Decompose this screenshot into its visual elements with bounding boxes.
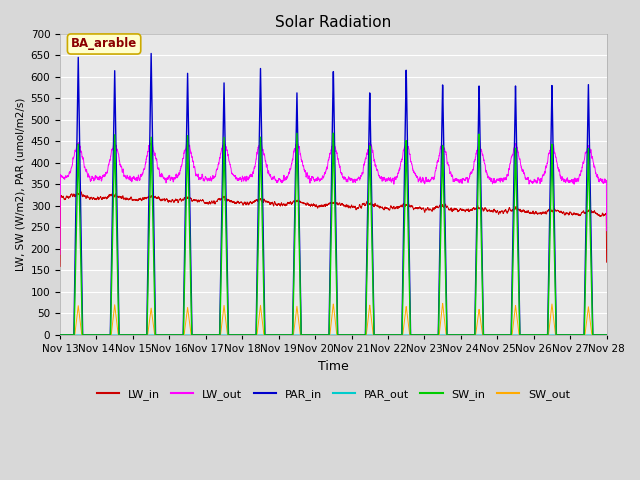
- LW_in: [602, 211, 610, 216]
- SW_in: [56, 332, 64, 338]
- LW_out: [154, 166, 162, 172]
- SW_in: [426, 332, 433, 338]
- Line: SW_in: SW_in: [60, 133, 607, 335]
- PAR_in: [154, 332, 162, 338]
- LW_out: [426, 178, 433, 183]
- PAR_in: [603, 332, 611, 338]
- PAR_out: [154, 332, 162, 338]
- SW_in: [602, 332, 610, 338]
- PAR_out: [487, 332, 495, 338]
- LW_out: [487, 178, 495, 183]
- Legend: LW_in, LW_out, PAR_in, PAR_out, SW_in, SW_out: LW_in, LW_out, PAR_in, PAR_out, SW_in, S…: [92, 385, 574, 405]
- Text: BA_arable: BA_arable: [71, 37, 137, 50]
- LW_in: [313, 203, 321, 209]
- PAR_out: [456, 332, 463, 338]
- PAR_out: [602, 332, 610, 338]
- SW_out: [487, 332, 495, 338]
- SW_out: [154, 332, 162, 338]
- LW_in: [77, 189, 85, 195]
- PAR_in: [602, 332, 610, 338]
- LW_in: [154, 194, 162, 200]
- PAR_in: [487, 332, 495, 338]
- SW_out: [603, 332, 611, 338]
- SW_out: [56, 332, 64, 338]
- LW_in: [426, 206, 433, 212]
- LW_out: [602, 180, 610, 185]
- PAR_in: [313, 332, 321, 338]
- SW_in: [154, 332, 162, 338]
- LW_out: [603, 228, 611, 234]
- Line: LW_out: LW_out: [60, 142, 607, 254]
- SW_in: [330, 131, 337, 136]
- LW_out: [56, 252, 64, 257]
- PAR_in: [456, 332, 463, 338]
- SW_in: [313, 332, 321, 338]
- LW_in: [456, 206, 463, 212]
- PAR_in: [56, 332, 64, 338]
- LW_in: [56, 264, 64, 269]
- SW_out: [602, 332, 610, 338]
- PAR_in: [147, 50, 155, 56]
- SW_out: [439, 300, 447, 306]
- SW_out: [426, 332, 433, 338]
- SW_in: [487, 332, 495, 338]
- PAR_out: [426, 332, 433, 338]
- Title: Solar Radiation: Solar Radiation: [275, 15, 392, 30]
- Y-axis label: LW, SW (W/m2), PAR (umol/m2/s): LW, SW (W/m2), PAR (umol/m2/s): [15, 98, 25, 271]
- SW_out: [313, 332, 321, 338]
- PAR_in: [426, 332, 433, 338]
- LW_out: [476, 139, 483, 144]
- PAR_out: [56, 332, 64, 338]
- Line: PAR_in: PAR_in: [60, 53, 607, 335]
- SW_in: [603, 332, 611, 338]
- Line: SW_out: SW_out: [60, 303, 607, 335]
- Line: LW_in: LW_in: [60, 192, 607, 266]
- LW_in: [603, 259, 611, 265]
- SW_in: [456, 332, 463, 338]
- PAR_out: [603, 332, 611, 338]
- LW_in: [487, 209, 495, 215]
- PAR_out: [313, 332, 321, 338]
- SW_out: [456, 332, 463, 338]
- X-axis label: Time: Time: [318, 360, 349, 372]
- LW_out: [313, 178, 321, 184]
- LW_out: [456, 180, 463, 186]
